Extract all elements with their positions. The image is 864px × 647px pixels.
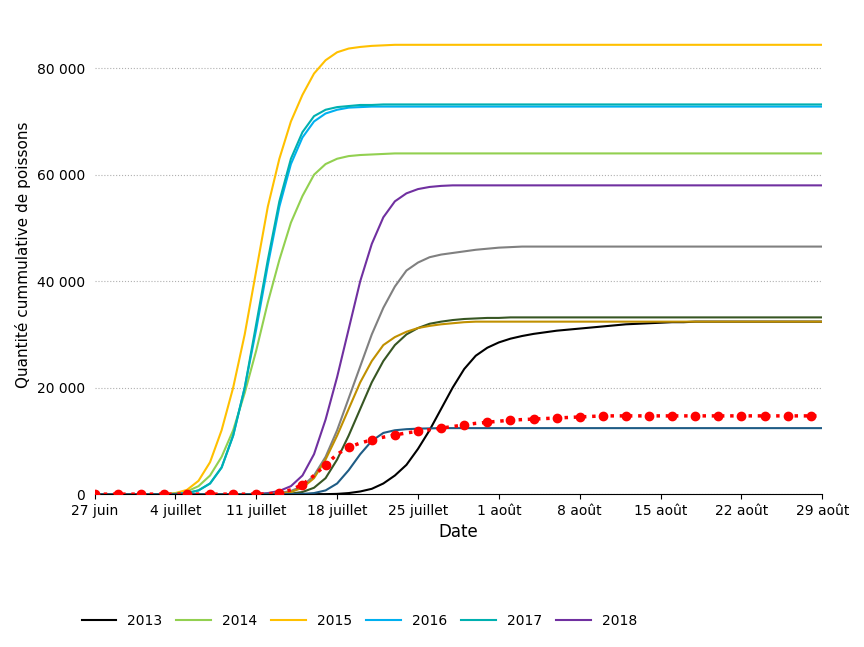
Y-axis label: Quantité cummulative de poissons: Quantité cummulative de poissons [15, 122, 31, 388]
X-axis label: Date: Date [439, 523, 479, 542]
Legend: 2013, 2014, 2015, 2016, 2017, 2018: 2013, 2014, 2015, 2016, 2017, 2018 [76, 608, 643, 633]
Legend: 2019, 2020, 2021, 2022, 2023, : 2019, 2020, 2021, 2022, 2023, [76, 641, 607, 647]
